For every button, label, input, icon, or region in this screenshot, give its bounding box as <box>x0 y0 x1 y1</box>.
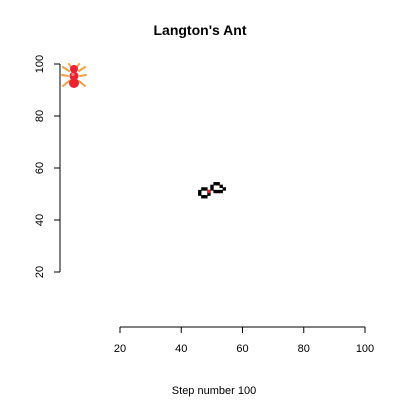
axes: 20 40 60 80 100 20 40 60 80 100 <box>34 55 374 355</box>
black-cell <box>201 187 205 191</box>
black-cell <box>198 192 202 196</box>
x-axis-label: Step number 100 <box>171 385 257 397</box>
ant-icon <box>61 63 87 88</box>
plot-title: Langton's Ant <box>153 22 247 38</box>
black-cell <box>204 195 208 199</box>
black-cell <box>204 187 208 191</box>
black-cell <box>216 182 220 186</box>
x-tick-label: 80 <box>298 343 310 355</box>
y-tick-label: 60 <box>34 162 46 174</box>
black-cell <box>210 187 214 191</box>
black-cell <box>222 187 226 191</box>
grid-cells <box>198 182 226 199</box>
y-tick-label: 20 <box>34 266 46 278</box>
black-cell <box>219 184 223 189</box>
black-cell <box>198 189 202 194</box>
ant-cell <box>207 189 211 194</box>
x-tick-label: 100 <box>356 343 374 355</box>
black-cell <box>213 189 217 194</box>
black-cell <box>201 195 205 199</box>
x-tick-label: 60 <box>236 343 248 355</box>
y-tick-label: 40 <box>34 214 46 226</box>
y-tick-label: 100 <box>34 55 46 73</box>
x-tick-label: 40 <box>175 343 187 355</box>
x-tick-label: 20 <box>114 343 126 355</box>
y-tick-label: 80 <box>34 110 46 122</box>
black-cell <box>219 189 223 194</box>
black-cell <box>216 189 220 194</box>
black-cell <box>207 192 211 196</box>
black-cell <box>213 182 217 186</box>
black-cell <box>210 184 214 189</box>
